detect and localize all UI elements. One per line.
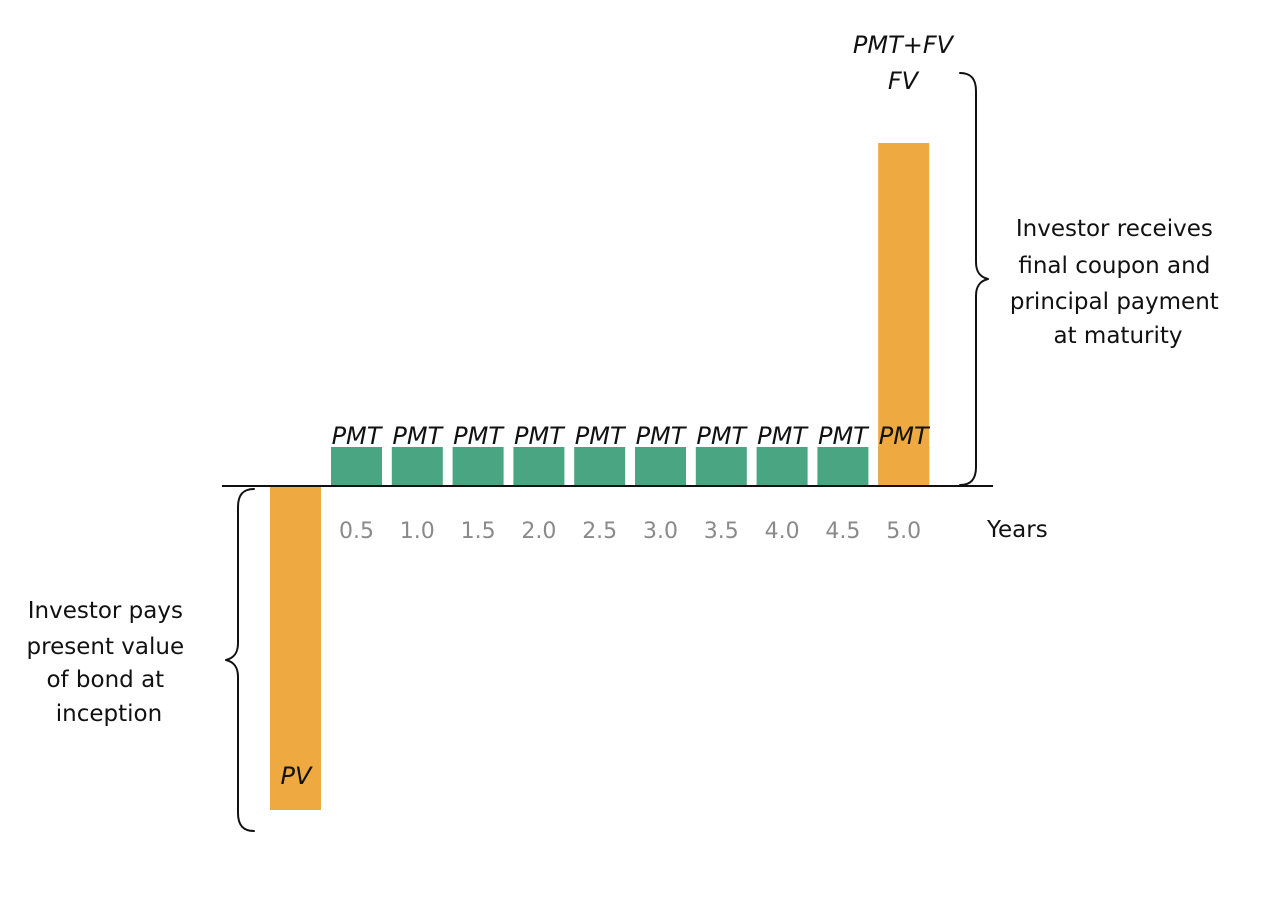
pv-group <box>270 487 321 810</box>
left-brace <box>225 488 255 832</box>
left-annotation-line: of bond at <box>46 667 164 693</box>
coupon-bars <box>331 447 930 485</box>
x-axis-label: Years <box>986 517 1048 543</box>
coupon-label: PMT <box>818 422 870 450</box>
left-annotation-line: inception <box>56 701 162 727</box>
period-tick-label: 3.0 <box>643 519 678 544</box>
coupon-label: PMT <box>696 422 748 450</box>
tick-labels: 0.5 1.0 1.5 2.0 2.5 3.0 3.5 4.0 4.5 5.0 <box>339 519 921 544</box>
period-tick-label: 4.5 <box>825 519 860 544</box>
period-tick-label: 3.5 <box>704 519 739 544</box>
right-annotation: Investor receives final coupon and princ… <box>1010 216 1226 349</box>
coupon-label: PMT <box>757 422 809 450</box>
fv-label: FV <box>888 67 920 95</box>
coupon-bar <box>574 447 626 485</box>
coupon-bar <box>391 447 443 485</box>
coupon-bar <box>695 447 747 485</box>
period-tick-label: 5.0 <box>886 519 921 544</box>
coupon-bar <box>635 447 686 485</box>
pv-label: PV <box>281 762 313 790</box>
coupon-bar <box>756 447 808 485</box>
right-annotation-line: Investor receives <box>1016 216 1213 242</box>
fv-bar <box>878 143 930 485</box>
final-payment-label: PMT+FV <box>853 31 955 59</box>
period-tick-label: 2.0 <box>521 519 556 544</box>
coupon-label: PMT <box>332 422 384 450</box>
coupon-bar <box>513 447 565 485</box>
left-annotation: Investor pays present value of bond at i… <box>27 598 192 727</box>
right-annotation-line: at maturity <box>1054 323 1183 349</box>
coupon-bar <box>331 447 382 485</box>
coupon-labels: PMT PMT PMT PMT PMT PMT PMT PMT PMT PMT <box>332 422 931 450</box>
period-tick-label: 0.5 <box>339 519 374 544</box>
coupon-label: PMT <box>392 422 444 450</box>
left-annotation-line: Investor pays <box>28 598 183 624</box>
coupon-bar <box>452 447 504 485</box>
right-annotation-line: final coupon and <box>1018 253 1210 279</box>
coupon-label: PMT <box>575 422 627 450</box>
period-tick-label: 4.0 <box>765 519 800 544</box>
pv-bar <box>270 487 321 810</box>
right-brace <box>959 72 989 486</box>
coupon-label: PMT <box>636 422 688 450</box>
left-annotation-line: present value <box>27 634 185 660</box>
period-tick-label: 1.0 <box>400 519 435 544</box>
coupon-bar <box>817 447 869 485</box>
period-tick-label: 2.5 <box>582 519 617 544</box>
period-tick-label: 1.5 <box>461 519 496 544</box>
coupon-label: PMT <box>514 422 566 450</box>
coupon-label: PMT <box>453 422 505 450</box>
fv-group <box>878 143 930 485</box>
right-annotation-line: principal payment <box>1010 289 1219 315</box>
coupon-label: PMT <box>879 422 931 450</box>
